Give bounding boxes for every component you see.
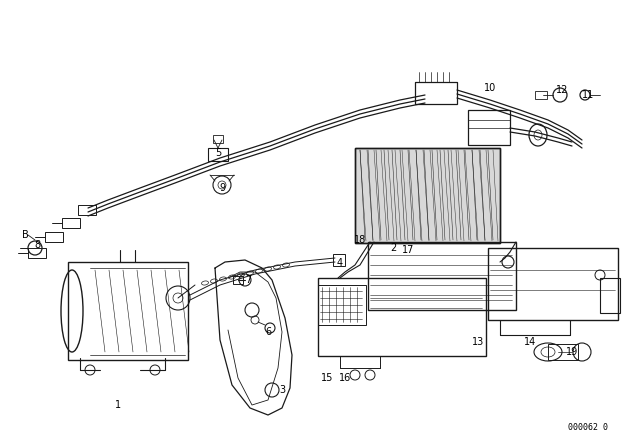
- Bar: [535, 91, 547, 99]
- Text: 17: 17: [402, 245, 414, 255]
- Text: 16: 16: [339, 373, 351, 383]
- Text: 000062 0: 000062 0: [568, 423, 608, 432]
- Bar: [318, 285, 366, 325]
- Bar: [355, 148, 500, 243]
- Bar: [488, 248, 618, 320]
- Text: 9: 9: [219, 183, 225, 193]
- Text: 10: 10: [484, 83, 496, 93]
- Text: 3: 3: [279, 385, 285, 395]
- Bar: [368, 242, 516, 310]
- Text: B: B: [22, 230, 28, 240]
- Bar: [233, 276, 243, 284]
- Bar: [333, 254, 345, 266]
- Bar: [355, 148, 500, 243]
- Bar: [548, 344, 578, 360]
- Text: 1: 1: [115, 400, 121, 410]
- Bar: [62, 218, 80, 228]
- Bar: [355, 148, 500, 243]
- Text: 14: 14: [524, 337, 536, 347]
- Bar: [68, 262, 188, 360]
- Bar: [600, 278, 620, 313]
- Bar: [318, 278, 486, 356]
- Text: 6: 6: [265, 327, 271, 337]
- Bar: [468, 110, 510, 145]
- Text: 4: 4: [337, 258, 343, 268]
- Text: 7: 7: [245, 275, 251, 285]
- Bar: [28, 248, 46, 258]
- Text: 12: 12: [556, 85, 568, 95]
- Bar: [78, 205, 96, 215]
- Text: 19: 19: [566, 347, 578, 357]
- Bar: [45, 232, 63, 242]
- Bar: [208, 148, 228, 161]
- Text: 15: 15: [321, 373, 333, 383]
- Text: 13: 13: [472, 337, 484, 347]
- Text: 18: 18: [354, 235, 366, 245]
- Text: 2: 2: [390, 243, 396, 253]
- Bar: [213, 135, 223, 143]
- Bar: [415, 82, 457, 104]
- Text: 5: 5: [215, 148, 221, 158]
- Text: 11: 11: [582, 90, 594, 100]
- Text: 8: 8: [34, 240, 40, 250]
